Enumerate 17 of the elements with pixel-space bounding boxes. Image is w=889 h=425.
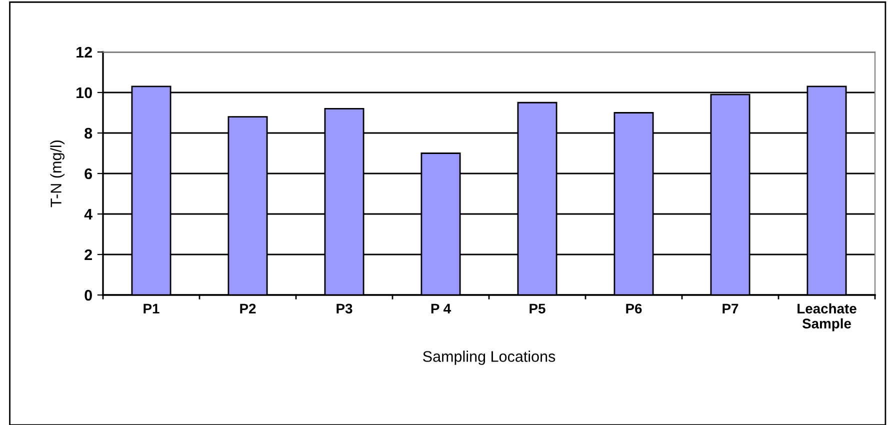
- x-tick-label: P5: [530, 304, 546, 314]
- y-tick-label: 8: [84, 128, 92, 139]
- x-axis-title: Sampling Locations: [423, 350, 556, 365]
- y-axis-title: T-N (mg/l): [50, 140, 64, 208]
- y-tick-label: 4: [84, 209, 92, 220]
- x-tick-label: P6: [626, 304, 642, 314]
- y-tick-label: 10: [76, 87, 92, 98]
- y-tick-label: 2: [84, 249, 92, 260]
- x-tick-label: P 4: [431, 304, 451, 314]
- y-tick-label: 6: [84, 168, 92, 180]
- y-tick-label: 12: [76, 46, 92, 58]
- x-tick-label: P7: [722, 304, 738, 314]
- x-tick-label: P3: [336, 304, 352, 314]
- x-tick-label: Leachate Sample: [798, 303, 856, 332]
- y-tick-label: 0: [84, 290, 92, 301]
- x-tick-label: P1: [144, 304, 160, 314]
- x-tick-label: P2: [240, 304, 256, 314]
